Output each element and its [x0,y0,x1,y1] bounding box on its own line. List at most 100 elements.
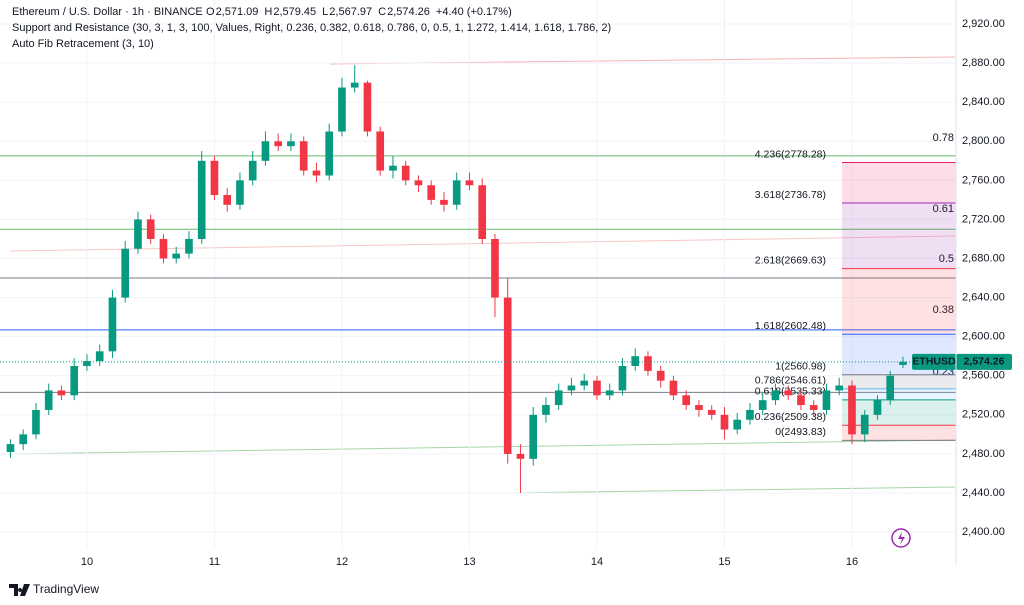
x-tick-label: 10 [81,556,93,568]
y-tick-label: 2,560.00 [962,370,1005,382]
candle-body [452,180,461,205]
candle-body [19,434,28,445]
candle-body [746,409,754,420]
ohlc-value: +4.40 (+0.17%) [436,6,512,18]
candle-body [822,390,831,410]
candle-body [401,165,410,181]
fib-band [842,374,956,389]
ohlc-key: O [206,6,215,18]
candle-body [236,180,244,205]
fib-label: 0.236(2509.38) [755,411,826,423]
candle-body [248,160,257,181]
candle-body [516,453,525,459]
y-tick-label: 2,600.00 [962,331,1005,343]
fib-label: 2.618(2669.63) [755,254,826,266]
x-tick-label: 16 [846,556,858,568]
brand: TradingView [33,582,99,596]
candle-body [414,180,423,186]
x-tick-label: 12 [336,556,348,568]
y-tick-label: 2,680.00 [962,252,1005,264]
y-tick-label: 2,800.00 [962,135,1005,147]
candle-body [159,238,168,259]
y-tick-label: 2,440.00 [962,487,1005,499]
candle-body [567,385,576,391]
x-tick-label: 15 [718,556,730,568]
candle-body [197,160,206,239]
candle-body [338,87,346,132]
indicator: Support and Resistance (30, 3, 1, 3, 100… [12,22,611,34]
candle-body [618,365,627,391]
fib-band [842,388,956,400]
fib-band [842,399,956,426]
candle-body [784,390,793,396]
fib-band [842,162,956,204]
fib-label: 3.618(2736.78) [755,189,826,201]
x-tick-label: 13 [463,556,475,568]
sr-label: 0.5 [939,253,954,265]
title: Ethereum / U.S. Dollar · 1h · BINANCE [12,6,203,18]
candle-body [134,219,142,249]
sr-label: 0.61 [933,203,954,215]
candle-body [503,297,512,454]
candle-body [83,361,91,366]
price-label: 2,574.26 [964,356,1005,368]
fib-label: 1.618(2602.48) [755,320,826,332]
candle-body [274,141,283,147]
ohlc-value: 2,579.45 [273,6,316,18]
candle-body [299,141,308,171]
candle-body [605,390,614,396]
logo[interactable]: TradingView [9,582,99,596]
candle-body [669,380,678,396]
candle-body [797,395,805,406]
candle-body [465,180,474,186]
candle-body [593,380,601,396]
candle-body [733,419,742,430]
candle-body [656,370,665,381]
fib-band [842,203,956,269]
candle-body [185,238,193,254]
candle-body [580,380,589,386]
alert-icon[interactable] [891,528,911,548]
ohlc-value: 2,574.26 [387,6,430,18]
candle-body [70,365,79,396]
indicator: Auto Fib Retracement (3, 10) [12,38,154,50]
candle-body [682,395,691,406]
y-tick-label: 2,920.00 [962,18,1005,30]
candle-body [644,356,652,371]
candle-body [287,141,295,147]
candle-body [860,414,869,435]
candle-body [350,82,359,88]
candle-body [363,82,372,132]
candle-body [6,444,15,452]
candle-body [873,400,882,415]
candle-body [312,170,321,176]
candle-body [146,219,155,239]
candle-body [389,165,397,171]
y-tick-label: 2,840.00 [962,96,1005,108]
candle-body [529,414,538,459]
candle-body [720,414,729,430]
candle-body [108,297,117,352]
y-tick-label: 2,640.00 [962,292,1005,304]
candle-body [695,405,703,410]
fib-label: 1(2560.98) [775,361,826,373]
candle-body [554,390,563,406]
candle-body [491,238,499,298]
fib-label: 0(2493.83) [775,426,826,438]
ohlc-value: 2,567.97 [329,6,372,18]
y-tick-label: 2,720.00 [962,213,1005,225]
candle-body [57,390,66,396]
fib-band [842,425,956,441]
candle-body [427,185,436,200]
fib-label: 0.786(2546.61) [755,375,826,387]
logo-icon [9,584,30,596]
candle-body [758,400,767,410]
fib-label: 4.236(2778.28) [755,148,826,160]
y-tick-label: 2,400.00 [962,526,1005,538]
y-tick-label: 2,480.00 [962,448,1005,460]
candle-body [172,253,181,259]
candle-body [223,195,232,205]
ohlc-key: H [264,6,272,18]
